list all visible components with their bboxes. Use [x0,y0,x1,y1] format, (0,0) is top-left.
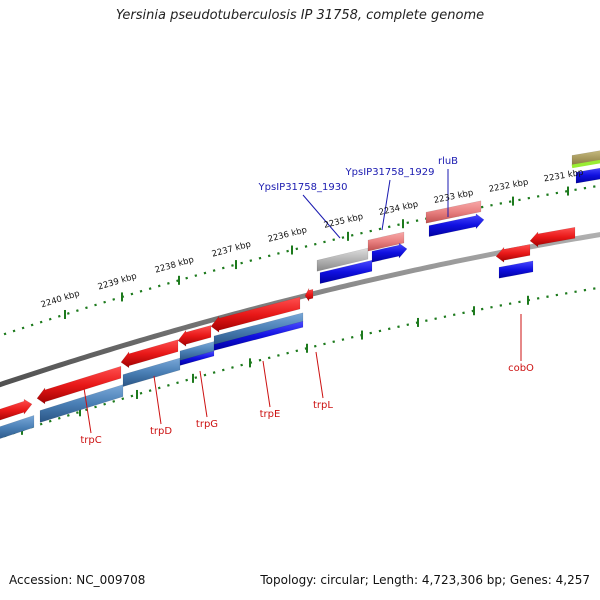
kbp-label: 2232 kbp [488,177,529,194]
gene-trpe [210,296,301,333]
label-leader [262,360,271,408]
gene-rlub [425,200,482,224]
cds-trpd [122,357,181,387]
cds-trpg-blue [179,350,215,366]
genome-title: Yersinia pseudotuberculosis IP 31758, co… [115,8,485,23]
gene-label: YpsIP31758_1929 [345,167,435,178]
cds-ypsip31758-1930 [319,259,373,284]
gene-ypsip31758-1930 [316,247,369,272]
gene-label: rluB [438,156,458,167]
kbp-label: 2234 kbp [378,200,419,218]
gene-trpd [120,339,179,369]
gene-cobo-b [529,227,576,248]
cds-ypsip31758-1929 [371,242,408,263]
gene-label: cobO [508,363,534,374]
gene-label: trpG [196,419,218,430]
kbp-label: 2236 kbp [267,225,308,244]
cds-left [0,415,35,439]
cds-cobo [498,260,534,279]
gene-label: trpD [150,426,172,437]
cds-trpc [39,384,124,423]
gene-label: trpL [313,400,333,411]
cds-rlub [428,213,485,237]
accession-label: Accession: NC_009708 [9,573,146,587]
label-leader [153,375,162,425]
label-leader [302,194,341,239]
label-leader [315,351,324,399]
gene-label: trpE [260,409,281,420]
cds-right [575,167,600,184]
gene-left-red [0,398,33,421]
gene-label: trpC [80,435,101,446]
gene-trpg [177,325,212,347]
kbp-label: 2237 kbp [211,240,252,260]
kbp-label: 2238 kbp [154,255,195,276]
kbp-label: 2239 kbp [97,271,138,292]
gene-label: YpsIP31758_1930 [258,182,348,193]
kbp-label: 2235 kbp [323,212,364,231]
cds-trpe-blue [213,320,304,351]
gene-trpc [36,365,122,405]
label-leader [199,370,208,418]
label-leader [83,387,92,434]
kbp-label: 2240 kbp [40,289,81,311]
topology-label: Topology: circular; Length: 4,723,306 bp… [260,573,590,587]
label-leader [381,179,391,231]
gene-ypsip31758-1929 [367,231,405,252]
gene-trpl [304,288,314,303]
gene-cobo-a [495,244,531,263]
